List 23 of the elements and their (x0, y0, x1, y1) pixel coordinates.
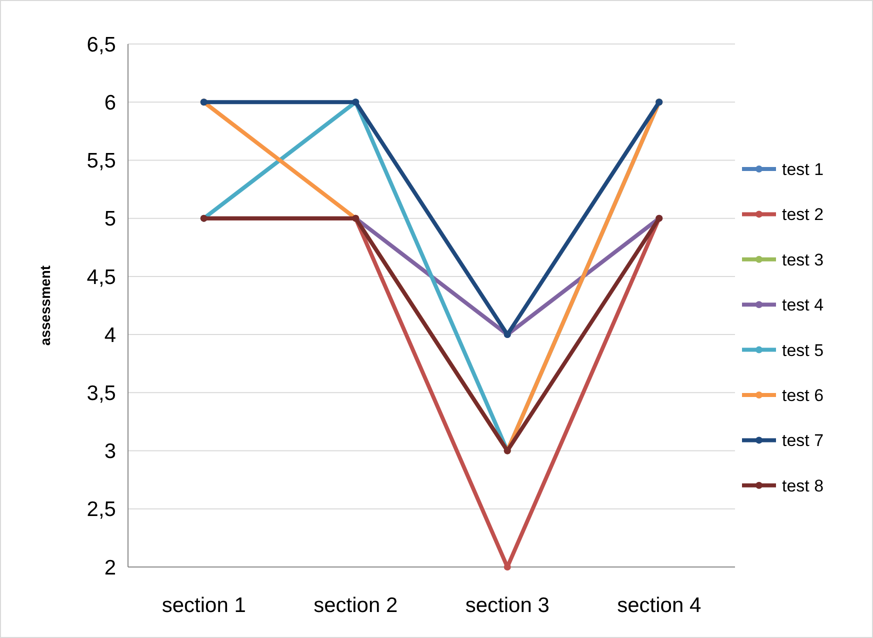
legend-label: test 6 (782, 386, 824, 405)
y-tick-label: 3,5 (86, 382, 116, 406)
legend-label: test 3 (782, 250, 824, 270)
y-tick-label: 2,5 (86, 498, 116, 522)
y-tick-label: 6,5 (86, 33, 116, 56)
y-axis-title: assessment (37, 265, 53, 346)
x-tick-label: section 1 (162, 594, 246, 617)
x-tick-label: section 3 (465, 594, 550, 617)
y-tick-label: 5 (104, 208, 116, 231)
legend-label: test 8 (782, 476, 824, 496)
y-tick-label: 3 (104, 440, 116, 464)
x-tick-label: section 4 (617, 594, 702, 617)
y-tick-label: 4 (104, 324, 116, 347)
y-tick-label: 6 (104, 91, 116, 114)
y-tick-label: 4,5 (86, 266, 116, 289)
legend-label: test 2 (782, 205, 824, 224)
legend-label: test 4 (782, 296, 824, 315)
legend-label: test 5 (782, 340, 824, 360)
legend-label: test 7 (782, 431, 824, 450)
x-tick-label: section 2 (314, 594, 398, 617)
legend-label: test 1 (782, 160, 824, 179)
y-tick-label: 5,5 (86, 150, 116, 173)
y-tick-label: 2 (104, 556, 116, 580)
